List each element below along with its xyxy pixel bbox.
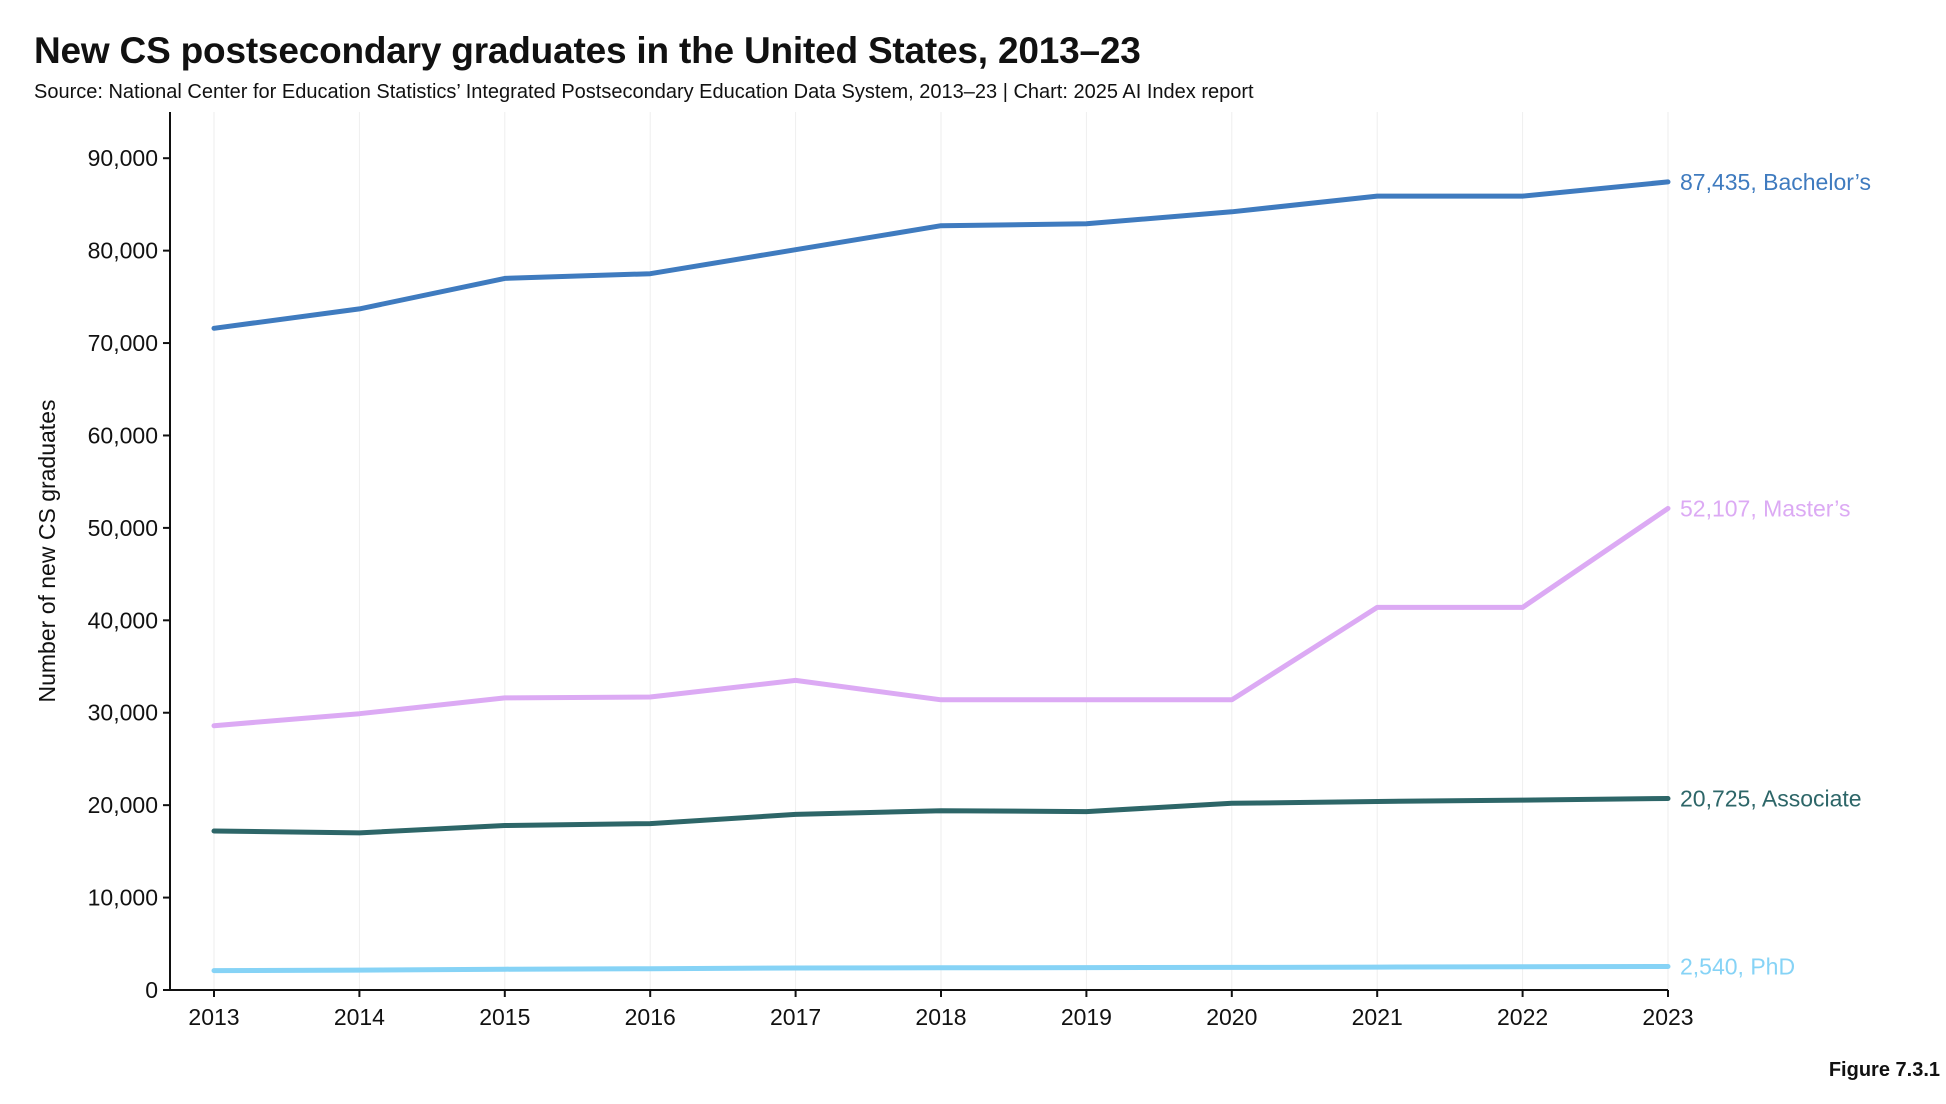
x-tick-label: 2018 — [915, 1004, 966, 1030]
series-line-associate — [211, 796, 1671, 836]
y-tick-label: 30,000 — [88, 700, 158, 726]
x-tick-label: 2017 — [770, 1004, 821, 1030]
end-label-associate: 20,725, Associate — [1680, 785, 1862, 811]
chart-subtitle: Source: National Center for Education St… — [34, 81, 1254, 103]
y-tick-label: 50,000 — [88, 515, 158, 541]
y-tick-label: 10,000 — [88, 885, 158, 911]
y-tick-label: 0 — [145, 977, 158, 1003]
x-tick-label: 2021 — [1352, 1004, 1403, 1030]
figure-label: Figure 7.3.1 — [1828, 1059, 1940, 1081]
series-line-bachelors — [211, 179, 1671, 331]
end-label-masters: 52,107, Master’s — [1680, 495, 1850, 521]
x-tick-label: 2015 — [479, 1004, 530, 1030]
y-tick-label: 80,000 — [88, 238, 158, 264]
chart-title: New CS postsecondary graduates in the Un… — [34, 30, 1141, 71]
x-tick-label: 2022 — [1497, 1004, 1548, 1030]
series-line-masters — [211, 505, 1671, 729]
x-tick-label: 2023 — [1642, 1004, 1693, 1030]
x-tick-label: 2014 — [334, 1004, 385, 1030]
y-tick-label: 70,000 — [88, 330, 158, 356]
y-axis-title: Number of new CS graduates — [34, 400, 60, 703]
x-tick-label: 2016 — [625, 1004, 676, 1030]
end-label-bachelors: 87,435, Bachelor’s — [1680, 169, 1871, 195]
series-line-phd — [211, 964, 1671, 974]
end-label-phd: 2,540, PhD — [1680, 954, 1795, 980]
y-tick-label: 60,000 — [88, 422, 158, 448]
x-tick-label: 2013 — [188, 1004, 239, 1030]
y-tick-label: 90,000 — [88, 145, 158, 171]
y-tick-label: 40,000 — [88, 607, 158, 633]
x-tick-label: 2020 — [1206, 1004, 1257, 1030]
x-tick-label: 2019 — [1061, 1004, 1112, 1030]
y-tick-label: 20,000 — [88, 792, 158, 818]
